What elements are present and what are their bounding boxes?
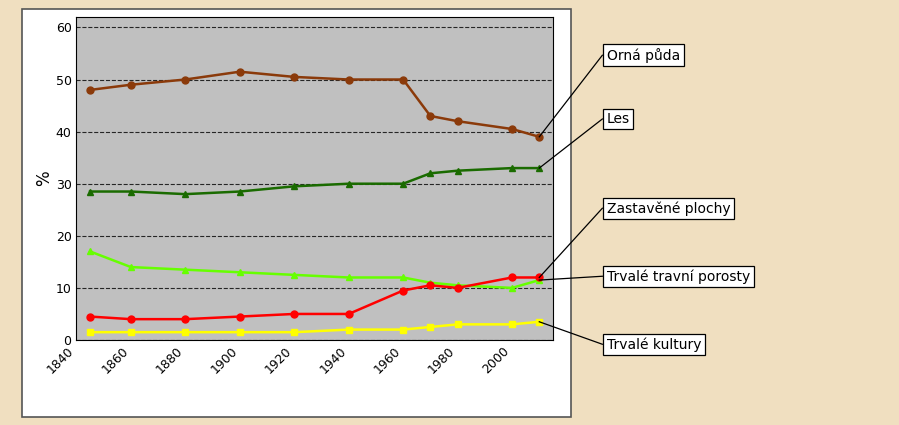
Text: Trvalé kultury: Trvalé kultury [607, 337, 701, 351]
Text: Orná půda: Orná půda [607, 48, 680, 63]
Text: Trvalé travní porosty: Trvalé travní porosty [607, 269, 750, 283]
Text: Les: Les [607, 112, 630, 126]
Y-axis label: %: % [35, 171, 53, 186]
Text: Zastavěné plochy: Zastavěné plochy [607, 201, 731, 215]
